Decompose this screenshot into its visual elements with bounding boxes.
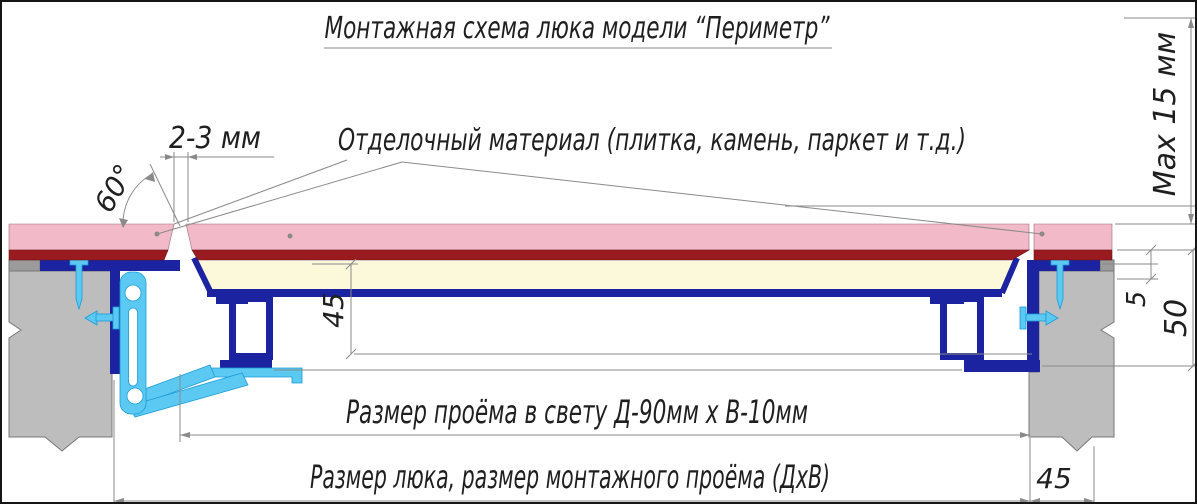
floor-tile-right bbox=[1033, 223, 1113, 251]
hatch-arrow-right bbox=[1020, 498, 1030, 502]
anchor-screw-vertical-left bbox=[69, 259, 89, 311]
dimension-lines bbox=[113, 17, 1195, 502]
anchor-screw-horizontal-left bbox=[84, 306, 120, 330]
max-arrow-bottom bbox=[1188, 214, 1194, 224]
hatch-arrow-left bbox=[114, 498, 124, 502]
lid-step-right bbox=[930, 296, 964, 304]
lid-bottom-sheet bbox=[207, 289, 1002, 297]
hinge-hole-top bbox=[124, 284, 142, 302]
hinge-and-fasteners bbox=[69, 259, 1070, 418]
finishing-material-label: Отделочный материал (плитка, камень, пар… bbox=[338, 123, 966, 158]
frame45-arrow-left bbox=[1030, 498, 1040, 502]
finishing-layers bbox=[8, 223, 1113, 261]
lid-tile bbox=[185, 223, 1030, 251]
frame-leg-right bbox=[1027, 271, 1039, 372]
floor-tile-left bbox=[8, 223, 175, 251]
adhesive-left bbox=[8, 249, 169, 261]
gap-arrow-left bbox=[165, 154, 174, 160]
hinge-slot bbox=[128, 307, 138, 387]
screw-head-left bbox=[112, 306, 120, 330]
hatch-size-label: Размер люка, размер монтажного проёма (Д… bbox=[310, 458, 830, 496]
screed-edge-left bbox=[8, 259, 41, 272]
max-thickness-label: Max 15 мм bbox=[1148, 32, 1183, 197]
frame-flange-left bbox=[40, 260, 180, 271]
concrete-slab-right bbox=[1028, 270, 1115, 452]
gap-arrow-right bbox=[188, 154, 197, 160]
lid-step-left bbox=[216, 296, 248, 304]
leader-to-left-tile bbox=[156, 161, 403, 235]
clear-opening-label: Размер проёма в свету Д-90мм х В-10мм bbox=[346, 393, 808, 431]
opening-arrow-right bbox=[1020, 432, 1030, 438]
frame-bottom-bar-right bbox=[964, 360, 1040, 372]
hatch-lid bbox=[191, 256, 1020, 304]
lid-edge-bevel-right bbox=[999, 256, 1020, 295]
arrowheads bbox=[114, 18, 1194, 502]
anchor-screw-vertical-right bbox=[1050, 259, 1070, 311]
lid-panel bbox=[199, 261, 1014, 289]
leader-dot-lid-tile bbox=[287, 233, 293, 239]
leader-to-gap bbox=[173, 159, 348, 225]
frame-flange-right bbox=[1027, 260, 1100, 271]
arc-arrow-bottom bbox=[119, 218, 128, 228]
angle-arc bbox=[122, 173, 153, 225]
opening-arrow-left bbox=[180, 432, 190, 438]
bevel-angle-label: 60° bbox=[88, 159, 141, 218]
screw-shaft-right bbox=[1025, 313, 1047, 322]
lid-tube-left-inner bbox=[236, 302, 266, 353]
annotations: Монтажная схема люка модели “Периметр” О… bbox=[88, 11, 1194, 496]
gap-width-label: 2-3 мм bbox=[169, 121, 261, 156]
anchor-screw-horizontal-right bbox=[1019, 306, 1059, 330]
adhesive-right bbox=[1033, 249, 1113, 261]
max-arrow-top bbox=[1188, 18, 1194, 28]
screw-shaft-left bbox=[95, 313, 116, 322]
depth50-tick-top bbox=[1187, 247, 1195, 256]
bevel-construction-line bbox=[149, 163, 181, 227]
flange-step-label: 5 bbox=[1122, 291, 1152, 308]
hinge-hole-bottom bbox=[126, 387, 144, 405]
total-depth-label: 50 bbox=[1159, 299, 1194, 337]
hatch-depth-label: 45 bbox=[317, 292, 350, 328]
leader-to-right-tile bbox=[401, 161, 1043, 235]
leader-dot-left-tile bbox=[154, 231, 160, 237]
drawing-title: Монтажная схема люка модели “Периметр” bbox=[325, 11, 830, 46]
screw-head-right bbox=[1019, 306, 1027, 330]
lid-adhesive bbox=[191, 249, 1031, 261]
screw-tip-right bbox=[1045, 310, 1059, 326]
lid-edge-bevel-left bbox=[191, 256, 214, 295]
frame45-arrow-right bbox=[1084, 498, 1094, 502]
concrete-slab-left bbox=[8, 270, 113, 452]
frame-width-label: 45 bbox=[1036, 462, 1072, 495]
screed-edge-right bbox=[1099, 259, 1115, 272]
depth45-tick-bottom bbox=[345, 348, 357, 360]
lid-tube-right-inner bbox=[947, 302, 977, 353]
leader-dot-right-tile bbox=[1039, 231, 1045, 237]
frame-bottom-bar-left bbox=[220, 360, 272, 371]
arc-arrow-top bbox=[145, 172, 155, 182]
hatch-frame bbox=[40, 260, 1100, 374]
